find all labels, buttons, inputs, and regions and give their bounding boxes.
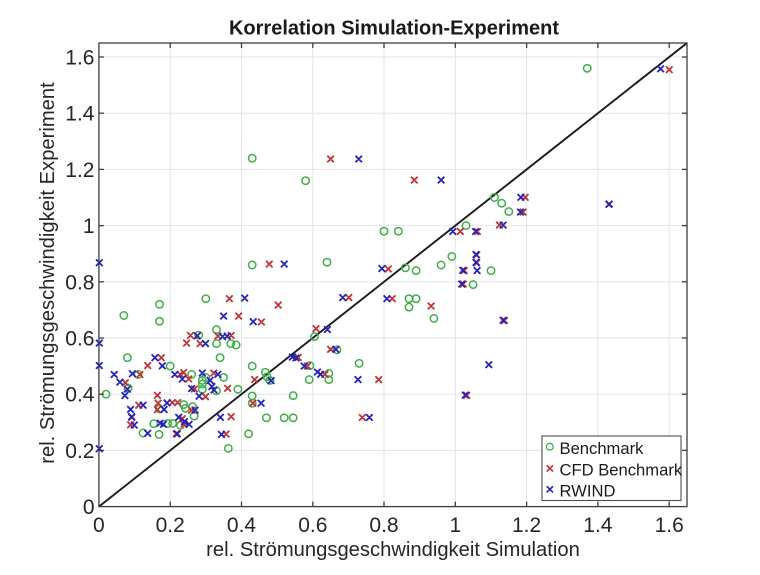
svg-text:rel. Strömungsgeschwindigkeit: rel. Strömungsgeschwindigkeit Simulation [206,539,580,561]
svg-text:0.4: 0.4 [227,514,257,537]
svg-text:0.6: 0.6 [65,328,94,351]
svg-text:Korrelation Simulation-Experim: Korrelation Simulation-Experiment [229,18,559,40]
svg-text:rel. Strömungsgeschwindigkeit: rel. Strömungsgeschwindigkeit Experiment [37,82,59,464]
svg-text:0.8: 0.8 [369,514,398,537]
svg-text:1.4: 1.4 [583,514,613,537]
svg-text:1: 1 [83,215,95,238]
svg-text:1.4: 1.4 [65,103,95,126]
svg-text:CFD Benchmark: CFD Benchmark [560,461,683,480]
svg-text:RWIND: RWIND [560,482,616,501]
svg-text:0.2: 0.2 [156,514,185,537]
svg-text:0: 0 [93,514,105,537]
svg-text:1: 1 [449,514,461,537]
svg-text:0.8: 0.8 [65,271,94,294]
svg-text:Benchmark: Benchmark [560,439,645,458]
svg-text:0.4: 0.4 [65,384,95,407]
svg-text:1.2: 1.2 [512,514,541,537]
svg-text:1.6: 1.6 [65,47,94,70]
svg-text:0.6: 0.6 [298,514,327,537]
svg-text:0: 0 [83,496,95,519]
svg-text:1.2: 1.2 [65,159,94,182]
svg-text:0.2: 0.2 [65,440,94,463]
svg-text:1.6: 1.6 [655,514,684,537]
